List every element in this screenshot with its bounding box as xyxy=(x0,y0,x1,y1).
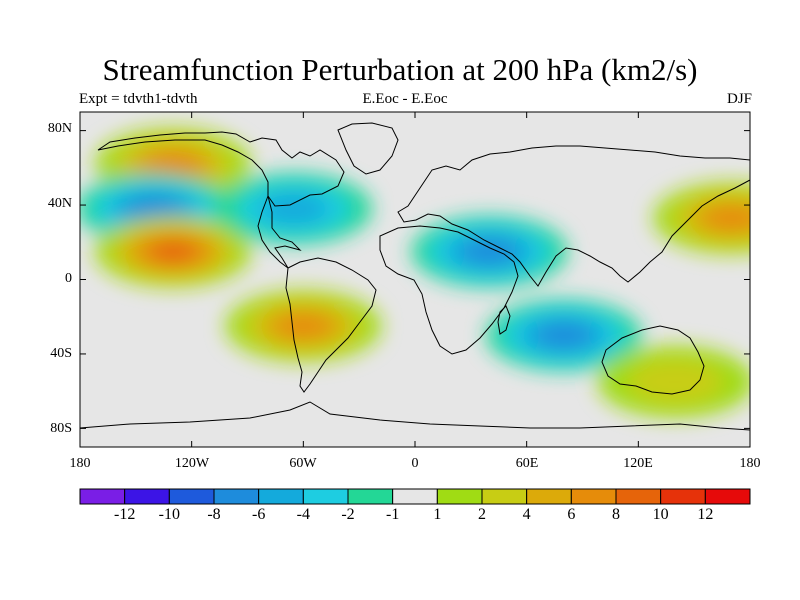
colorbar-swatch xyxy=(79,488,126,505)
field-contour-2-4 xyxy=(150,241,196,262)
colorbar-swatch xyxy=(660,488,706,505)
lon-label-60w: 60W xyxy=(289,456,317,471)
field-contour-6-3 xyxy=(536,322,592,348)
colorbar-swatch xyxy=(392,488,438,505)
lon-label-180e: 180 xyxy=(739,456,761,471)
field-contour-3-2 xyxy=(259,192,329,225)
axis-ticks xyxy=(79,112,751,447)
colorbar-label: -12 xyxy=(113,506,136,523)
colorbar-label: -6 xyxy=(251,506,266,523)
coast-south-america xyxy=(285,257,377,393)
field-contour-4-3 xyxy=(276,313,331,339)
colorbar-swatch xyxy=(615,488,662,505)
colorbar-swatch xyxy=(258,488,304,505)
lon-label-60e: 60E xyxy=(515,456,539,471)
colorbar-swatch xyxy=(570,488,617,505)
field-contour-7-3 xyxy=(704,205,750,231)
colorbar-label: -8 xyxy=(207,506,221,523)
lat-label-40s: 40S xyxy=(50,346,72,361)
colorbar-label: 12 xyxy=(697,506,714,523)
colorbar-label: -1 xyxy=(385,506,400,523)
colorbar-swatch xyxy=(704,488,751,505)
coast-central-america xyxy=(257,194,302,269)
field-contour-1-3 xyxy=(127,196,182,222)
lat-label-80n: 80N xyxy=(47,121,72,136)
colorbar xyxy=(79,488,751,505)
colorbar-swatch xyxy=(213,488,260,505)
lon-label-0: 0 xyxy=(411,456,419,471)
colorbar-swatch xyxy=(436,488,483,505)
coast-antarctica xyxy=(80,401,750,431)
colorbar-label: -4 xyxy=(296,506,310,523)
field-contour-5-3 xyxy=(462,239,517,265)
colorbar-label: 6 xyxy=(567,506,576,523)
lat-label-0: 0 xyxy=(65,271,72,286)
coast-africa xyxy=(379,225,519,355)
lat-label-80s: 80S xyxy=(50,421,72,436)
lon-label-120e: 120E xyxy=(623,456,653,471)
colorbar-swatch xyxy=(481,488,528,505)
chart-title: Streamfunction Perturbation at 200 hPa (… xyxy=(102,52,698,87)
subtitle-season: DJF xyxy=(726,91,752,107)
coast-north-america xyxy=(97,131,345,207)
lon-label-180w: 180 xyxy=(69,456,91,471)
colorbar-label: 4 xyxy=(522,506,531,523)
colorbar-swatch xyxy=(302,488,349,505)
colorbar-swatch xyxy=(168,488,215,505)
colorbar-swatch xyxy=(347,488,394,505)
coastlines xyxy=(80,122,750,431)
coast-europe-asia xyxy=(397,145,750,287)
field-contour-0-3 xyxy=(145,151,201,177)
coast-australia xyxy=(601,325,705,395)
colorbar-label: 2 xyxy=(478,506,486,523)
lon-label-120w: 120W xyxy=(174,456,210,471)
field-contour-8-1 xyxy=(627,359,724,405)
colorbar-label: -10 xyxy=(158,506,180,523)
subtitle-center: E.Eoc - E.Eoc xyxy=(362,91,448,107)
coast-madagascar xyxy=(497,305,511,335)
lat-label-40n: 40N xyxy=(47,196,72,211)
coast-greenland xyxy=(337,122,399,175)
colorbar-label: 8 xyxy=(612,506,620,523)
colorbar-swatch xyxy=(526,488,572,505)
colorbar-label: 1 xyxy=(433,506,442,523)
colorbar-swatch xyxy=(124,488,170,505)
subtitle-experiment: Expt = tdvth1-tdvth xyxy=(79,91,198,107)
colorbar-label: 10 xyxy=(652,506,669,523)
streamfunction-field xyxy=(80,112,750,447)
colorbar-label: -2 xyxy=(341,506,355,523)
